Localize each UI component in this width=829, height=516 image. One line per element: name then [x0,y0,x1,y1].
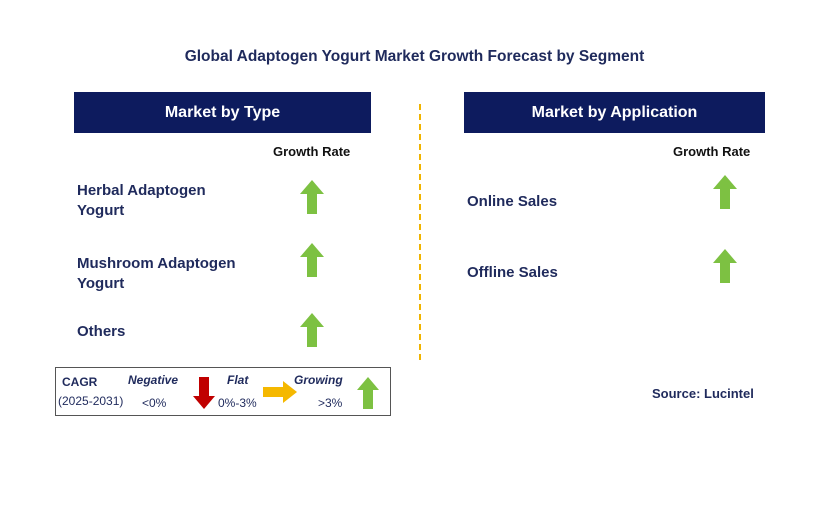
legend-flat-label: Flat [227,373,249,387]
legend-negative-range: <0% [142,396,167,410]
type-item-herbal: Herbal Adaptogen Yogurt [77,181,206,221]
source-note: Source: Lucintel [652,386,754,401]
legend-growing-label: Growing [294,373,343,387]
market-by-type-header: Market by Type [74,92,371,133]
up-arrow-icon [300,180,324,214]
type-item-mushroom: Mushroom Adaptogen Yogurt [77,254,236,294]
legend-period: (2025-2031) [58,394,124,408]
up-arrow-icon [713,175,737,209]
type-item-label: Mushroom Adaptogen [77,255,236,272]
type-item-label: Yogurt [77,202,125,219]
up-arrow-icon [713,249,737,283]
left-growth-rate-label: Growth Rate [273,144,351,159]
type-item-others: Others [77,322,125,342]
legend-growing-range: >3% [318,396,343,410]
up-arrow-icon [300,313,324,347]
market-by-application-header: Market by Application [464,92,765,133]
down-arrow-icon [193,377,215,409]
type-item-label: Others [77,323,126,340]
panel-divider [419,104,421,360]
application-item-online: Online Sales [467,193,558,210]
type-item-label: Yogurt [77,275,125,292]
legend-cagr-label: CAGR [62,375,98,389]
right-arrow-icon [263,381,297,403]
type-item-label: Herbal Adaptogen [77,182,206,199]
up-arrow-icon [357,377,379,409]
application-item-offline: Offline Sales [467,264,558,281]
right-growth-rate-label: Growth Rate [673,144,751,159]
cagr-legend [55,367,391,416]
chart-title: Global Adaptogen Yogurt Market Growth Fo… [184,48,645,65]
legend-flat-range: 0%-3% [218,396,257,410]
legend-negative-label: Negative [128,373,179,387]
up-arrow-icon [300,243,324,277]
